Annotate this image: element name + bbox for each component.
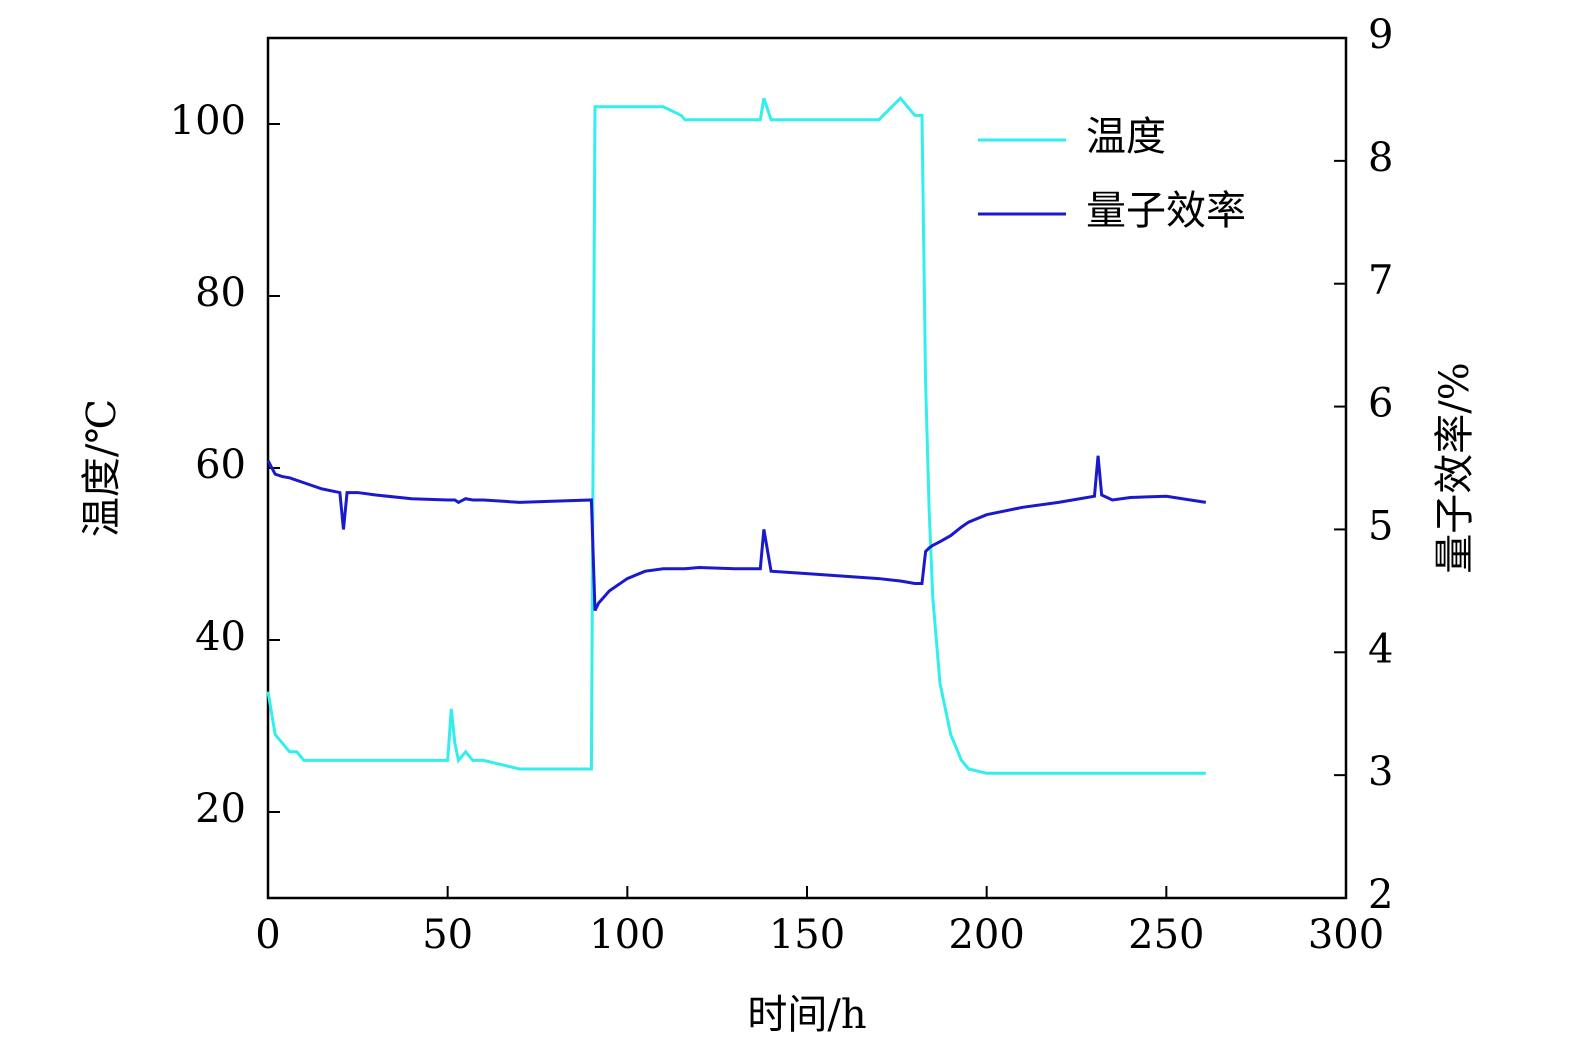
- y2-tick-label: 6: [1368, 381, 1393, 427]
- y2-tick-label: 4: [1368, 626, 1393, 672]
- x-tick-label: 50: [422, 912, 473, 958]
- x-tick-label: 300: [1308, 912, 1384, 958]
- y2-axis-label: 量子效率/%: [1432, 362, 1478, 573]
- x-tick-label: 200: [948, 912, 1024, 958]
- legend-label: 量子效率: [1086, 188, 1246, 234]
- x-tick-label: 150: [769, 912, 845, 958]
- y2-tick-label: 3: [1368, 749, 1393, 795]
- y-tick-label: 60: [195, 442, 246, 488]
- x-tick-label: 100: [589, 912, 665, 958]
- y2-tick-label: 2: [1368, 872, 1393, 918]
- legend-label: 温度: [1086, 114, 1166, 160]
- data-line: [266, 455, 1207, 612]
- y-tick-label: 40: [195, 614, 246, 660]
- y2-tick-label: 7: [1368, 258, 1393, 304]
- x-axis-label: 时间/h: [747, 992, 866, 1038]
- y2-tick-label: 8: [1368, 135, 1393, 181]
- y-axis-label: 温度/℃: [79, 399, 125, 537]
- y-tick-label: 100: [170, 98, 246, 144]
- x-tick-label: 0: [255, 912, 280, 958]
- y2-tick-label: 5: [1368, 503, 1393, 549]
- y-tick-label: 80: [195, 270, 246, 316]
- plot-frame: [266, 36, 1348, 900]
- y-tick-label: 20: [195, 786, 246, 832]
- x-tick-label: 250: [1128, 912, 1204, 958]
- y2-tick-label: 9: [1368, 12, 1393, 58]
- data-line: [266, 95, 1206, 775]
